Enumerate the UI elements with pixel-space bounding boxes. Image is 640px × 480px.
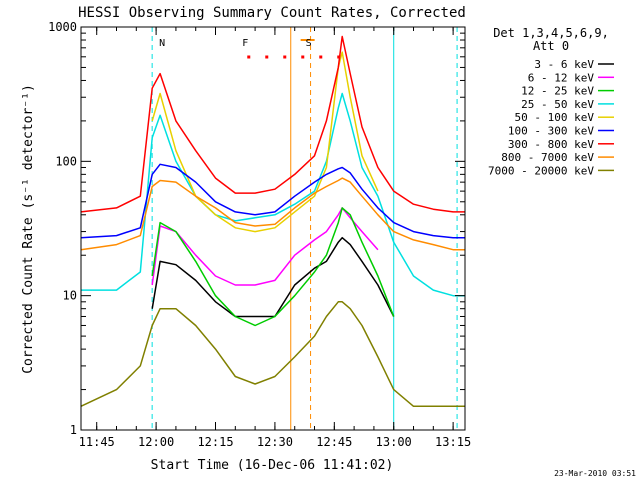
legend-label-2: 12 - 25 keV: [521, 85, 594, 98]
legend-label-8: 7000 - 20000 keV: [488, 164, 594, 177]
annotation-label-1: S: [306, 38, 312, 49]
x-tick-label-2: 12:15: [197, 435, 233, 449]
series-line-4: [151, 51, 379, 233]
legend-title-line-2: Att 0: [533, 39, 569, 53]
series-line-1: [151, 207, 379, 286]
series-line-8: [80, 301, 465, 408]
series-line-7: [80, 177, 465, 251]
series-line-0: [151, 236, 395, 318]
series-line-6: [80, 35, 465, 213]
legend-label-1: 6 - 12 keV: [528, 71, 595, 84]
legend-label-5: 100 - 300 keV: [508, 125, 594, 138]
legend-title-line-1: Det 1,3,4,5,6,9,: [493, 26, 609, 40]
x-tick-label-4: 12:45: [316, 435, 352, 449]
series-line-2: [151, 207, 395, 327]
plot-frame: [80, 26, 466, 431]
y-axis-label: Corrected Count Rate (s⁻¹ detector⁻¹): [21, 84, 36, 374]
y-tick-label-3: 1000: [48, 20, 77, 34]
legend-label-6: 300 - 800 keV: [508, 138, 594, 151]
x-tick-label-0: 11:45: [79, 435, 115, 449]
chart-title: HESSI Observing Summary Count Rates, Cor…: [78, 5, 466, 21]
y-tick-label-1: 10: [63, 289, 77, 303]
legend-label-4: 50 - 100 keV: [515, 111, 595, 124]
timestamp: 23-Mar-2010 03:51: [554, 469, 636, 478]
x-axis-label: Start Time (16-Dec-06 11:41:02): [151, 458, 394, 473]
annotation-label-2: F: [242, 38, 248, 49]
y-tick-label-0: 1: [70, 423, 77, 437]
x-tick-label-5: 13:00: [376, 435, 412, 449]
series-group: N SF: [80, 35, 465, 408]
series-line-3: [80, 92, 465, 297]
x-tick-label-3: 12:30: [257, 435, 293, 449]
series-line-5: [80, 163, 465, 239]
legend-label-0: 3 - 6 keV: [534, 58, 594, 71]
annotation-label-0: N: [159, 38, 165, 49]
x-tick-label-1: 12:00: [138, 435, 174, 449]
legend-label-3: 25 - 50 keV: [521, 98, 594, 111]
x-tick-label-6: 13:15: [435, 435, 471, 449]
legend-label-7: 800 - 7000 keV: [501, 151, 594, 164]
y-tick-label-2: 100: [55, 154, 77, 168]
axes: 11:45 12:00 12:15 12:30 12:45 13:00 13:15 1 10 10…: [48, 20, 471, 449]
